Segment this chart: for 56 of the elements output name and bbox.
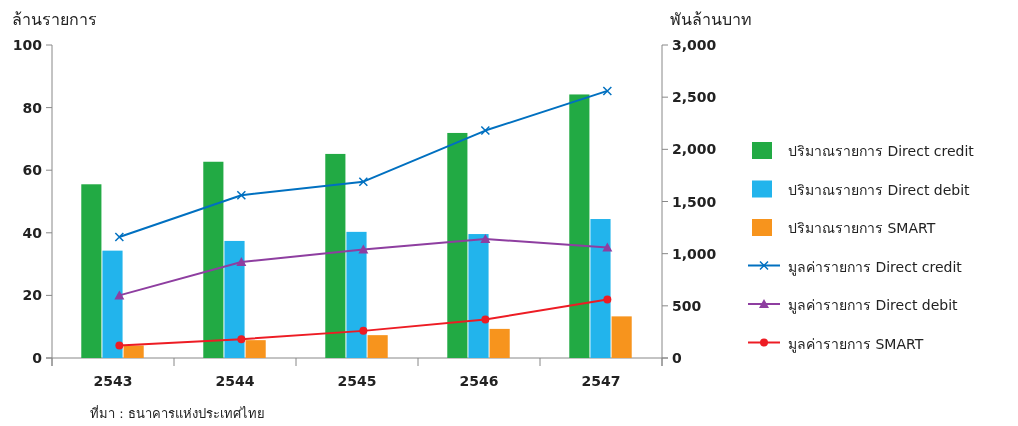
legend-label: ปริมาณรายการ Direct credit [788,143,975,159]
legend-label: ปริมาณรายการ SMART [788,220,936,236]
bar [611,316,632,358]
point [602,86,613,96]
bar [224,240,245,358]
point [358,176,369,187]
y-tick-label: 20 [22,287,43,304]
point [114,232,125,242]
x-tick-label: 2545 [337,373,377,389]
bar [590,219,611,358]
y2-axis-title: พันล้านบาท [670,10,752,29]
y-tick-label: 60 [22,162,43,179]
bar [81,184,102,358]
point [115,341,124,350]
y-tick-label: 0 [32,350,43,366]
x-tick-label: 2547 [581,373,621,389]
bar [325,153,346,358]
y2-tick-label: 1,500 [672,193,717,210]
point [481,315,490,324]
y2-tick-label: 2,500 [672,89,717,106]
legend-label: มูลค่ารายการ SMART [788,335,924,353]
y2-tick-label: 2,000 [672,141,717,158]
point [602,242,613,252]
y-tick-label: 80 [22,99,43,116]
point [236,190,247,200]
y2-tick-label: 500 [672,297,702,314]
bar [489,328,510,358]
legend-label: มูลค่ารายการ Direct credit [788,258,963,276]
bar [245,340,266,358]
y2-tick-label: 0 [672,350,682,366]
point [480,125,491,136]
bar [468,234,489,358]
point [480,234,491,244]
point [236,257,247,267]
y-tick-label: 100 [12,37,43,53]
y-tick-label: 40 [22,224,43,241]
point [237,335,246,344]
x-tick-label: 2543 [93,373,133,389]
x-tick-label: 2546 [459,373,499,389]
point [603,295,612,304]
y2-tick-label: 1,000 [672,245,717,262]
bar [102,250,123,358]
text: ที่มา : ธนาคารแห่งประเทศไทย [90,405,265,421]
y-axis-title: ล้านรายการ [12,10,97,29]
legend-label: ปริมาณรายการ Direct debit [788,181,971,198]
bar [123,345,144,358]
bar [569,94,590,358]
legend-label: มูลค่ารายการ Direct debit [788,297,959,314]
point [359,326,368,335]
bar [203,161,224,358]
x-tick-label: 2544 [215,373,255,389]
bar [447,132,468,358]
point [114,290,125,300]
y2-tick-label: 3,000 [672,37,717,53]
bar [346,231,367,358]
bar [367,335,388,358]
